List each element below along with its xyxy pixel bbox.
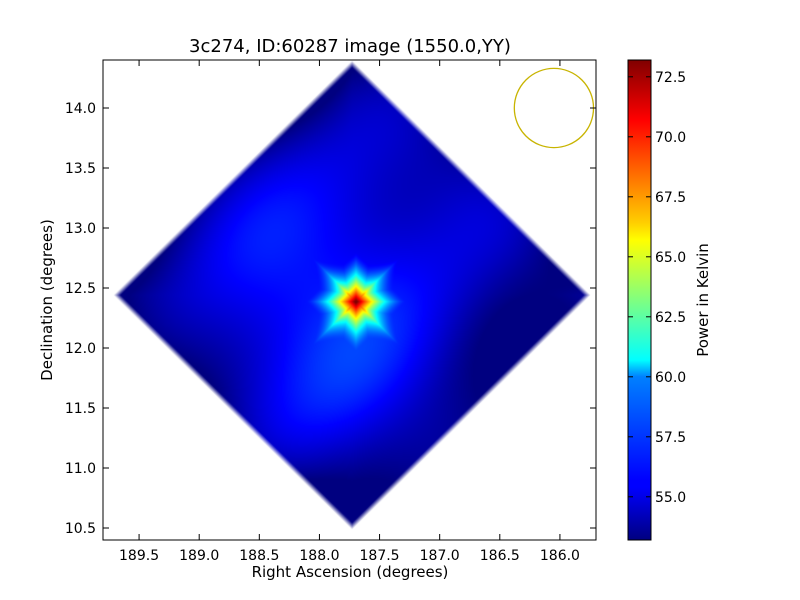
y-tick-label: 13.0 — [65, 221, 96, 237]
x-tick-label: 186.0 — [540, 548, 580, 564]
x-ticks: 189.5 189.0 188.5 188.0 187.5 187.0 186.5 186.0 — [119, 60, 580, 564]
colorbar-tick-label: 62.5 — [655, 310, 686, 326]
y-tick-label: 11.5 — [65, 401, 96, 417]
colorbar-label: Power in Kelvin — [694, 243, 712, 357]
y-tick-label: 12.0 — [65, 341, 96, 357]
x-axis-label: Right Ascension (degrees) — [252, 563, 449, 581]
colorbar-tick-label: 70.0 — [655, 130, 686, 146]
plot-frame — [102, 59, 597, 541]
x-tick-label: 189.5 — [119, 548, 159, 564]
chart-title: 3c274, ID:60287 image (1550.0,YY) — [189, 36, 511, 57]
colorbar-tick-label: 65.0 — [655, 250, 686, 266]
y-tick-label: 10.5 — [65, 521, 96, 537]
heatmap-image — [103, 60, 596, 540]
x-tick-label: 187.5 — [360, 548, 400, 564]
colorbar-tick-label: 60.0 — [655, 370, 686, 386]
plot-area: 189.5 189.0 188.5 188.0 187.5 187.0 186.5 186.0… — [65, 59, 597, 564]
y-tick-label: 13.5 — [65, 161, 96, 177]
colorbar-tick-label: 67.5 — [655, 190, 686, 206]
colorbar-gradient — [627, 59, 652, 541]
colorbar-ticks: 55.0 57.5 60.0 62.5 65.0 67.5 70.0 72.5 — [628, 70, 686, 506]
y-ticks: 10.5 11.0 11.5 12.0 12.5 13.0 13.5 14.0 — [65, 101, 596, 537]
x-tick-label: 187.0 — [420, 548, 460, 564]
colorbar: 55.0 57.5 60.0 62.5 65.0 67.5 70.0 72.5 — [627, 59, 686, 541]
y-tick-label: 11.0 — [65, 461, 96, 477]
colorbar-tick-label: 57.5 — [655, 430, 686, 446]
x-tick-label: 188.5 — [239, 548, 279, 564]
x-tick-label: 186.5 — [480, 548, 520, 564]
colorbar-tick-label: 72.5 — [655, 70, 686, 86]
x-tick-label: 188.0 — [299, 548, 339, 564]
x-tick-label: 189.0 — [179, 548, 219, 564]
y-tick-label: 14.0 — [65, 101, 96, 117]
colorbar-tick-label: 55.0 — [655, 490, 686, 506]
y-tick-label: 12.5 — [65, 281, 96, 297]
y-axis-label: Declination (degrees) — [38, 219, 56, 381]
